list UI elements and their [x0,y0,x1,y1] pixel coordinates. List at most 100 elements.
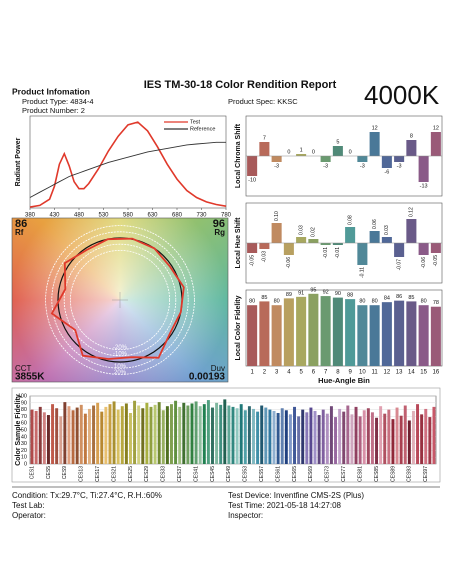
bar [317,415,321,464]
y-tick-label: 60 [21,421,27,427]
bar [259,301,270,366]
bar [369,132,380,156]
bar [128,413,132,464]
bar [182,402,186,464]
x-tick-label: 3 [275,370,279,376]
bar [63,402,67,464]
y-tick-label: 10 [21,455,27,461]
bar [108,404,112,464]
bar [406,140,417,156]
y-tick-label: 50 [21,427,27,433]
bar [369,305,380,366]
x-tick-label: CES37 [177,466,183,482]
bar [137,405,141,464]
value-label: 92 [323,290,329,296]
bar [87,408,91,464]
bar [308,293,319,366]
x-tick-label: CES17 [95,466,101,482]
bar [305,412,309,464]
value-label: 85 [261,295,267,301]
x-tick-label: 15 [420,370,427,376]
value-label: 80 [274,299,280,305]
bar [219,404,223,464]
bar [332,243,343,245]
value-label: 12 [372,125,378,131]
value-label: 84 [384,296,390,302]
value-label: 5 [336,139,339,145]
bar [190,403,194,464]
x-tick-label: 380 [25,213,36,219]
x-tick-label: CES1 [29,466,35,479]
legend-label: Test [190,119,201,125]
value-label: 80 [249,299,255,305]
bar [46,415,50,464]
value-label: 95 [310,287,316,293]
value-label: -0.03 [262,251,268,263]
x-tick-label: CES53 [243,466,249,482]
value-label: 89 [286,292,292,298]
bar [284,410,288,464]
bar [120,406,124,464]
rg-value: 96 [213,218,225,230]
bar [271,305,282,366]
duv-value: 0.00193 [189,372,226,383]
value-label: 1 [300,147,303,153]
ring [70,249,170,350]
bar [354,406,358,464]
bar [55,408,59,464]
bar [157,402,161,464]
x-tick-label: 16 [433,370,440,376]
bar [357,243,368,265]
x-tick-label: CES41 [193,466,199,482]
x-tick-label: 9 [348,370,352,376]
bar [381,302,392,366]
value-label: -3 [360,163,365,169]
value-label: 80 [372,299,378,305]
x-tick-label: CES65 [292,466,298,482]
x-tick-label: 7 [324,370,328,376]
bar [394,243,405,257]
bar [42,412,46,464]
bar [178,406,182,464]
bar [357,156,368,162]
bar [395,407,399,464]
x-axis-label: Hue-Angle Bin [318,376,370,385]
bar [391,419,395,464]
bar [104,406,108,464]
x-tick-label: 430 [49,213,60,219]
bar [272,410,276,464]
x-tick-label: 1 [250,370,254,376]
bar [260,405,264,464]
bar [215,402,219,464]
x-tick-label: 2 [263,370,267,376]
product-number: Product Number: 2 [22,106,85,115]
bar [375,417,379,464]
bar [96,402,100,464]
rf-label: Rf [15,228,24,237]
bar [268,409,272,464]
x-tick-label: CES49 [226,466,232,482]
bar [320,156,331,162]
condition: Condition: Tx:29.7°C, Ti:27.4°C, R.H.:60… [12,491,162,500]
duv-label: Duv [211,364,225,373]
cct-value: 3855K [15,372,45,383]
bar [92,405,96,464]
x-tick-label: 730 [196,213,207,219]
bar [309,407,313,464]
value-label: -0.01 [323,247,329,259]
bar [308,239,319,243]
rg-label: Rg [214,228,225,237]
test-time: Test Time: 2021-05-18 14:27:08 [228,501,342,510]
bar [418,156,429,182]
bar [321,409,325,464]
bar [112,401,116,464]
report-title: IES TM-30-18 Color Rendition Report [144,79,337,91]
bar [345,299,356,366]
y-axis-label: Color Sample Fidelity [15,394,22,466]
bar [332,297,343,366]
bar [358,416,362,464]
value-label: 80 [359,299,365,305]
bar [133,400,137,464]
bar [369,231,380,243]
